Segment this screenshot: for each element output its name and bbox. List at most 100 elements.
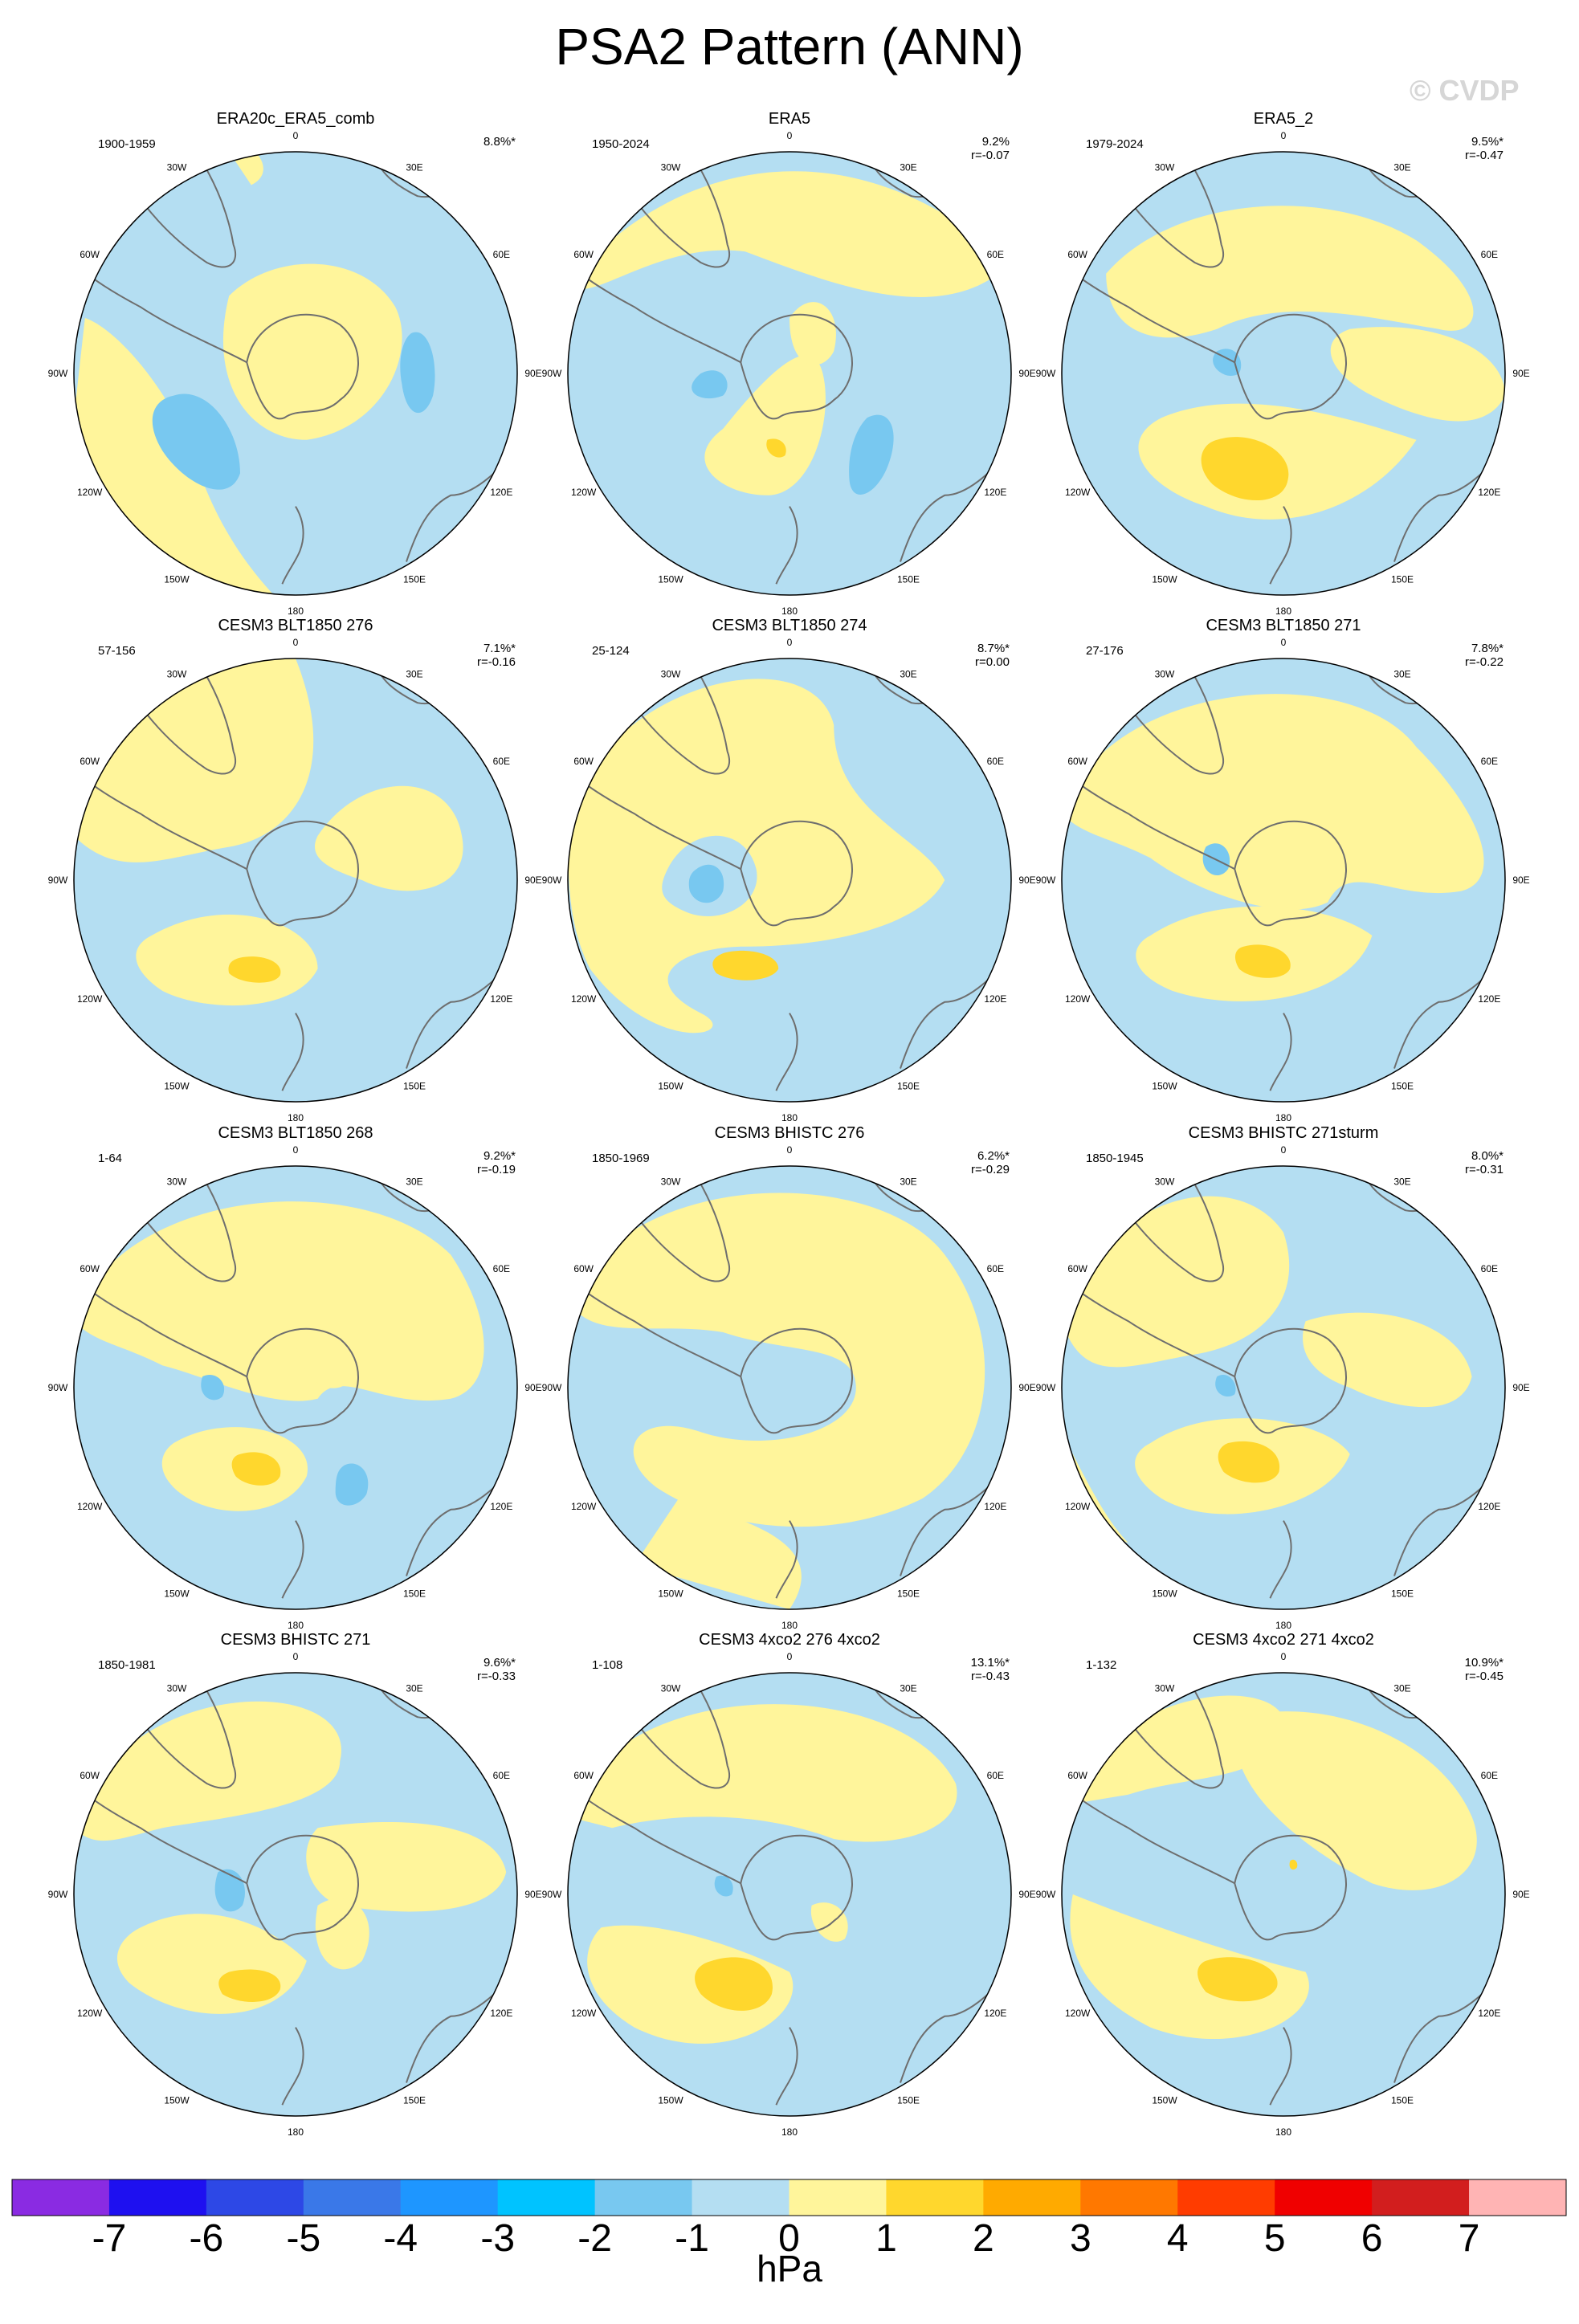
colorbar-swatch: [12, 2179, 110, 2216]
anomaly-contour: [1062, 1695, 1283, 1806]
longitude-label: 60W: [573, 1770, 594, 1781]
longitude-label: 180: [781, 1620, 798, 1631]
panel-period: 1950-2024: [592, 137, 650, 151]
colorbar-tick-label: 0: [778, 2217, 800, 2260]
coastline: [611, 152, 731, 268]
longitude-label: 120W: [77, 1501, 103, 1512]
longitude-label: 90E: [524, 1889, 541, 1900]
longitude-label: 30E: [406, 1683, 422, 1694]
longitude-label: 90E: [1018, 875, 1035, 886]
longitude-label: 60E: [1481, 1770, 1498, 1781]
longitude-label: 30W: [661, 669, 681, 680]
map-boundary: [73, 658, 518, 1103]
colorbar-swatch: [1275, 2179, 1373, 2216]
coastline: [1105, 1166, 1225, 1282]
anomaly-contour: [704, 355, 826, 495]
anomaly-contour: [400, 332, 435, 414]
colorbar-tick-label: 7: [1459, 2217, 1480, 2260]
panel-variance: 13.1%*: [971, 1656, 1010, 1670]
longitude-label: 0: [787, 130, 793, 141]
map-panel: CESM3 4xco2 276 4xco2 1-108 13.1%*r=-0.43 0…: [542, 1631, 1036, 2138]
panel-title: CESM3 BHISTC 276: [715, 1124, 865, 1142]
panel-period: 27-176: [1086, 644, 1124, 658]
longitude-label: 30E: [900, 669, 916, 680]
map-panel: CESM3 BHISTC 271 1850-1981 9.6%*r=-0.33 0 30…: [48, 1631, 542, 2138]
map-panel: ERA5_2 1979-2024 9.5%*r=-0.47 0 30E 60E 90E 120…: [1036, 110, 1530, 617]
anomaly-contour: [568, 1704, 957, 1842]
anomaly-contour: [1215, 1374, 1236, 1397]
anomaly-contour: [1106, 206, 1474, 338]
map-boundary: [567, 151, 1012, 596]
longitude-label: 120W: [77, 993, 103, 1005]
longitude-label: 150E: [403, 1080, 426, 1091]
longitude-label: 90E: [524, 1382, 541, 1393]
longitude-label: 60E: [493, 1263, 510, 1274]
longitude-label: 60E: [1481, 1263, 1498, 1274]
longitude-label: 60W: [1067, 1263, 1087, 1274]
longitude-label: 30W: [1155, 162, 1175, 173]
map-boundary: [73, 1165, 518, 1610]
longitude-label: 120E: [490, 1501, 512, 1512]
longitude-label: 90E: [1512, 368, 1529, 379]
colorbar-swatch: [1469, 2179, 1567, 2216]
longitude-label: 90W: [1036, 368, 1056, 379]
coastline: [281, 1013, 304, 1091]
panel-title: CESM3 4xco2 276 4xco2: [699, 1631, 880, 1649]
anomaly-contour: [315, 1898, 369, 1970]
map-boundary: [1061, 1672, 1506, 2117]
anomaly-contour: [1198, 1957, 1278, 2002]
longitude-label: 60W: [80, 1770, 100, 1781]
panel-variance: 6.2%*: [977, 1149, 1010, 1163]
colorbar-swatch: [1080, 2179, 1178, 2216]
colorbar-swatch: [983, 2179, 1081, 2216]
longitude-label: 60E: [1481, 249, 1498, 260]
coastline: [1269, 2027, 1292, 2106]
anomaly-contour: [1070, 1894, 1309, 2040]
longitude-label: 90E: [1512, 875, 1529, 886]
anomaly-contour: [688, 864, 724, 903]
panel-title: ERA5: [769, 110, 810, 128]
longitude-label: 90W: [542, 1382, 562, 1393]
longitude-label: 60W: [1067, 1770, 1087, 1781]
longitude-label: 90W: [48, 875, 68, 886]
coastline: [1269, 506, 1292, 585]
longitude-label: 30E: [406, 1176, 422, 1188]
panel-title: CESM3 BLT1850 274: [712, 617, 867, 634]
longitude-label: 90W: [542, 1889, 562, 1900]
panel-period: 1850-1945: [1086, 1152, 1144, 1165]
longitude-label: 0: [787, 1144, 793, 1156]
map-panel: CESM3 BLT1850 271 27-176 7.8%*r=-0.22 0 30E 6…: [1036, 617, 1530, 1123]
panel-period: 1979-2024: [1086, 137, 1144, 151]
colorbar-swatch: [206, 2179, 304, 2216]
longitude-label: 150W: [164, 2094, 190, 2106]
longitude-label: 150E: [897, 1588, 920, 1599]
longitude-label: 120W: [571, 993, 597, 1005]
longitude-label: 60W: [573, 249, 594, 260]
longitude-label: 60E: [987, 1263, 1004, 1274]
longitude-label: 60W: [80, 249, 100, 260]
map-panel: CESM3 BLT1850 274 25-124 8.7%*r=0.00 0 30E 60…: [542, 617, 1036, 1123]
longitude-label: 150E: [1391, 573, 1414, 585]
colorbar-tick-label: 1: [875, 2217, 897, 2260]
longitude-label: 30E: [406, 162, 422, 173]
colorbar-swatch: [692, 2179, 790, 2216]
longitude-label: 30W: [167, 1176, 187, 1188]
longitude-label: 180: [1275, 605, 1291, 617]
longitude-label: 120W: [571, 2008, 597, 2019]
coastline: [1234, 1834, 1347, 1941]
panel-title: CESM3 BLT1850 271: [1206, 617, 1361, 634]
longitude-label: 150E: [1391, 1588, 1414, 1599]
longitude-label: 60W: [80, 756, 100, 767]
longitude-label: 150E: [403, 2094, 426, 2106]
longitude-label: 90W: [48, 368, 68, 379]
anomaly-contour: [231, 1452, 281, 1486]
longitude-label: 0: [293, 130, 299, 141]
longitude-label: 180: [1275, 2126, 1291, 2138]
longitude-label: 60E: [1481, 756, 1498, 767]
panel-variance: 7.8%*: [1471, 642, 1504, 655]
map-boundary: [567, 1672, 1012, 2117]
longitude-label: 60E: [493, 756, 510, 767]
anomaly-contour: [634, 1498, 802, 1609]
